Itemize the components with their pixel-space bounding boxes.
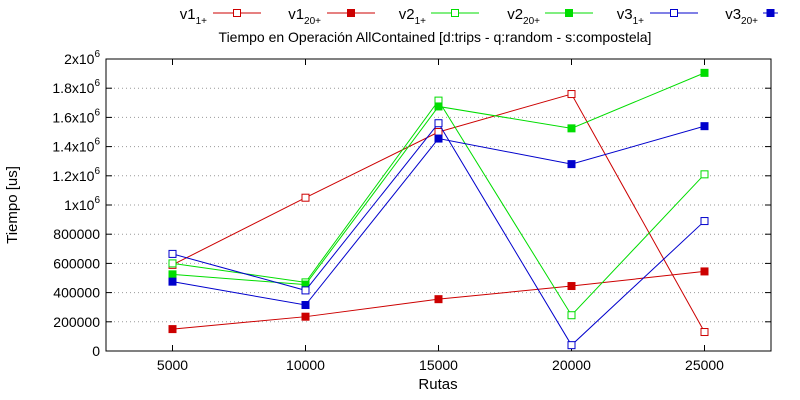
legend-entry: v31+ <box>617 6 698 27</box>
x-axis-label: Rutas <box>418 376 457 393</box>
data-point <box>700 328 709 337</box>
data-point <box>301 301 310 310</box>
y-tick-label: 400000 <box>53 285 100 301</box>
data-point <box>567 90 576 99</box>
series-v3-20plus <box>168 122 709 310</box>
data-point <box>168 325 177 334</box>
data-point <box>567 124 576 133</box>
y-tick-label: 0 <box>92 343 100 359</box>
legend-marker <box>670 9 678 17</box>
data-point <box>700 122 709 131</box>
legend-label: v320+ <box>725 6 758 27</box>
data-point <box>567 160 576 169</box>
legend-entry: v220+ <box>507 6 593 27</box>
y-axis-label: Tiempo [us] <box>4 166 21 244</box>
legend-label: v31+ <box>617 6 644 27</box>
data-point <box>301 193 310 202</box>
x-tick-label: 10000 <box>286 357 325 373</box>
data-point <box>434 134 443 143</box>
data-point <box>567 282 576 291</box>
series-v3-1plus <box>168 119 709 350</box>
legend-entry: v320+ <box>725 6 778 27</box>
data-point <box>434 128 443 136</box>
y-tick-label: 1.2x106 <box>52 166 100 184</box>
legend-marker <box>451 9 459 17</box>
data-point <box>434 102 443 111</box>
y-tick-label: 1x106 <box>64 195 100 213</box>
legend-label: v220+ <box>507 6 540 27</box>
series-group <box>168 68 709 350</box>
data-point <box>434 295 443 304</box>
x-tick-label: 15000 <box>419 357 458 373</box>
legend-marker <box>347 9 355 17</box>
data-point <box>301 312 310 321</box>
y-tick-label: 200000 <box>53 314 100 330</box>
chart-title: Tiempo en Operación AllContained [d:trip… <box>219 29 652 45</box>
data-point <box>567 311 576 320</box>
legend: v11+ v120+ v21+ v220+ v31+ v320+ <box>180 6 778 27</box>
data-point <box>301 286 310 295</box>
series-v1-20plus <box>168 267 709 334</box>
legend-entry: v21+ <box>399 6 479 27</box>
y-tick-label: 1.4x106 <box>52 137 100 155</box>
data-point <box>567 341 576 350</box>
x-tick-label: 5000 <box>157 357 188 373</box>
data-point <box>168 259 177 268</box>
legend-label: v21+ <box>399 6 426 27</box>
y-tick-label: 1.6x106 <box>52 107 100 125</box>
legend-label: v120+ <box>288 6 321 27</box>
data-point <box>700 267 709 276</box>
legend-marker <box>766 9 775 17</box>
data-point <box>168 270 177 279</box>
legend-marker <box>565 9 573 17</box>
gridlines <box>106 87 771 323</box>
data-point <box>700 68 709 77</box>
data-point <box>168 277 177 286</box>
data-point <box>700 170 709 179</box>
data-point <box>434 119 443 128</box>
legend-entry: v120+ <box>288 6 375 27</box>
y-tick-label: 1.8x106 <box>52 78 100 96</box>
y-tick-label: 800000 <box>53 226 100 242</box>
y-axis-ticks: 0 200000 400000 600000 800000 1x106 1.2x106 1.4… <box>52 49 771 359</box>
x-axis-ticks: 5000 10000 15000 20000 25000 <box>157 59 724 373</box>
data-point <box>700 217 709 226</box>
x-tick-label: 20000 <box>552 357 591 373</box>
y-tick-label: 2x106 <box>64 49 100 67</box>
legend-entry: v11+ <box>180 6 261 27</box>
data-point <box>168 249 177 258</box>
x-tick-label: 25000 <box>685 357 724 373</box>
legend-marker <box>233 9 241 17</box>
legend-label: v11+ <box>180 6 207 27</box>
y-tick-label: 600000 <box>53 255 100 271</box>
series-line <box>172 125 705 306</box>
